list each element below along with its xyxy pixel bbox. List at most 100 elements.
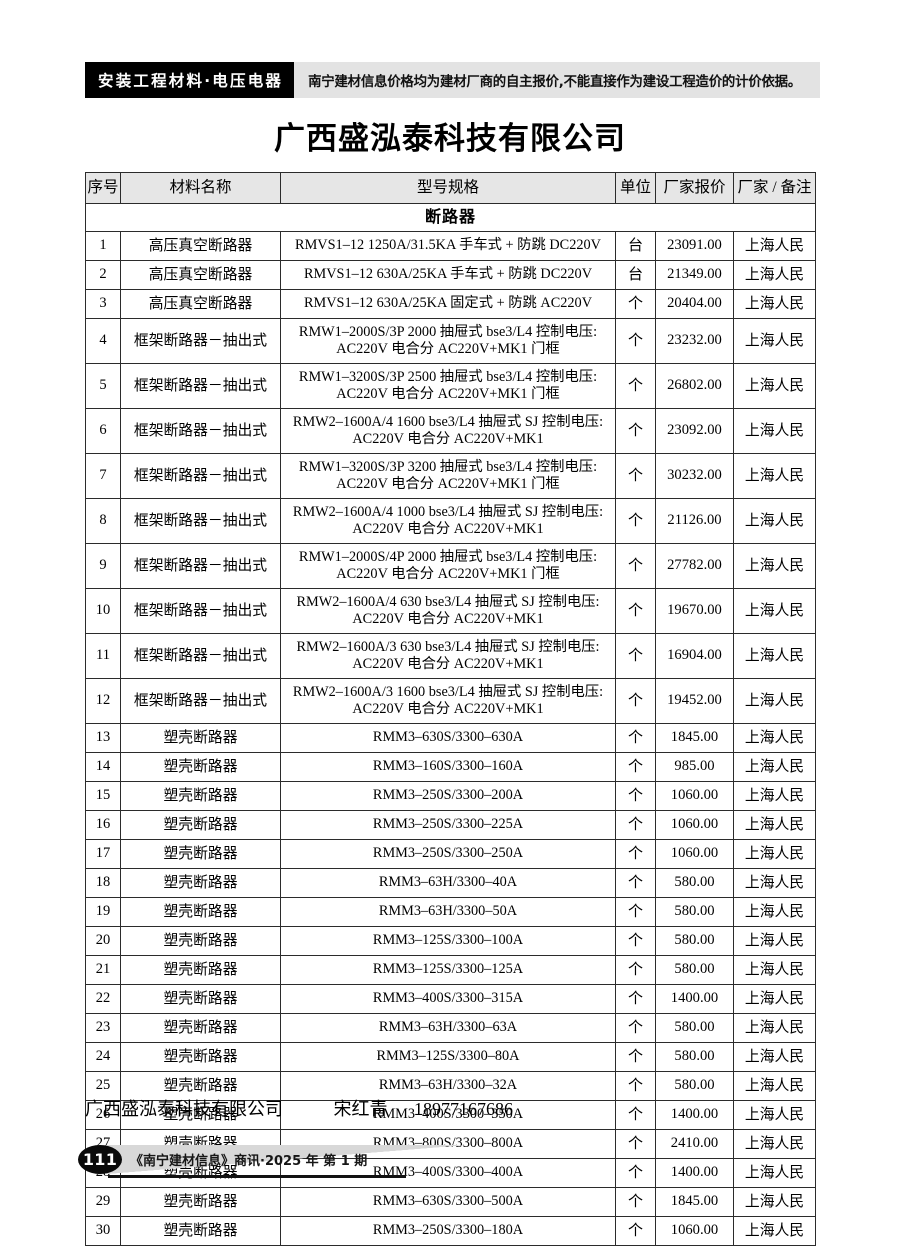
cell-price: 2410.00 <box>655 1129 734 1159</box>
group-label: 断路器 <box>85 203 816 232</box>
table-row: 26 塑壳断路器 RMM3–400S/3300–350A 个 1400.00 上海人民 <box>85 1100 816 1130</box>
cell-spec-line2: AC220V 电合分 AC220V+MK1 <box>352 701 544 717</box>
cell-material: 塑壳断路器 <box>120 868 281 898</box>
table-row: 25 塑壳断路器 RMM3–63H/3300–32A 个 580.00 上海人民 <box>85 1071 816 1101</box>
table-row: 13 塑壳断路器 RMM3–630S/3300–630A 个 1845.00 上海人民 <box>85 723 816 753</box>
cell-spec: RMW2–1600A/3 1600 bse3/L4 抽屉式 SJ 控制电压: AC… <box>280 678 616 724</box>
cell-spec: RMM3–125S/3300–100A <box>280 926 616 956</box>
cell-spec-line1: RMW1–3200S/3P 2500 抽屉式 bse3/L4 控制电压: <box>298 368 598 385</box>
cell-spec-line1: RMM3–250S/3300–180A <box>372 1222 524 1239</box>
cell-maker: 上海人民 <box>733 453 816 499</box>
cell-maker: 上海人民 <box>733 498 816 544</box>
cell-price: 580.00 <box>655 1071 734 1101</box>
cell-spec-line1: RMM3–125S/3300–100A <box>372 932 524 949</box>
cell-spec: RMW1–3200S/3P 3200 抽屉式 bse3/L4 控制电压: AC22… <box>280 453 616 499</box>
cell-maker: 上海人民 <box>733 1129 816 1159</box>
cell-index: 5 <box>85 363 121 409</box>
cell-index: 1 <box>85 231 121 261</box>
cell-unit: 个 <box>615 1013 656 1043</box>
cell-index: 25 <box>85 1071 121 1101</box>
cell-spec: RMM3–250S/3300–250A <box>280 839 616 869</box>
cell-maker: 上海人民 <box>733 678 816 724</box>
cell-material: 框架断路器－抽出式 <box>120 498 281 544</box>
cell-price: 1400.00 <box>655 1100 734 1130</box>
column-header-maker: 厂家 / 备注 <box>733 172 816 204</box>
cell-maker: 上海人民 <box>733 897 816 927</box>
cell-index: 14 <box>85 752 121 782</box>
cell-spec: RMM3–63H/3300–63A <box>280 1013 616 1043</box>
cell-unit: 个 <box>615 363 656 409</box>
cell-unit: 个 <box>615 289 656 319</box>
cell-spec-line2: AC220V 电合分 AC220V+MK1 门框 <box>336 386 560 402</box>
cell-material: 塑壳断路器 <box>120 1013 281 1043</box>
table-header-row: 序号 材料名称 型号规格 单位 厂家报价 厂家 / 备注 <box>85 172 816 204</box>
cell-spec-line1: RMM3–250S/3300–250A <box>372 845 524 862</box>
cell-material: 框架断路器－抽出式 <box>120 678 281 724</box>
cell-price: 580.00 <box>655 926 734 956</box>
cell-price: 1060.00 <box>655 781 734 811</box>
cell-index: 16 <box>85 810 121 840</box>
cell-unit: 个 <box>615 1216 656 1246</box>
cell-index: 23 <box>85 1013 121 1043</box>
cell-unit: 个 <box>615 633 656 679</box>
cell-spec-line2: AC220V 电合分 AC220V+MK1 门框 <box>336 476 560 492</box>
cell-index: 30 <box>85 1216 121 1246</box>
cell-spec: RMM3–250S/3300–200A <box>280 781 616 811</box>
table-row: 8 框架断路器－抽出式 RMW2–1600A/4 1000 bse3/L4 抽屉式 … <box>85 498 816 544</box>
cell-unit: 个 <box>615 839 656 869</box>
cell-price: 580.00 <box>655 868 734 898</box>
cell-spec: RMM3–400S/3300–315A <box>280 984 616 1014</box>
cell-spec-line1: RMM3–63H/3300–50A <box>378 903 518 920</box>
table-row: 14 塑壳断路器 RMM3–160S/3300–160A 个 985.00 上海人民 <box>85 752 816 782</box>
footer-rule <box>108 1175 406 1178</box>
page-title: 广西盛泓泰科技有限公司 <box>274 121 626 157</box>
cell-maker: 上海人民 <box>733 363 816 409</box>
cell-spec: RMVS1–12 1250A/31.5KA 手车式 + 防跳 DC220V <box>280 231 616 261</box>
cell-material: 框架断路器－抽出式 <box>120 408 281 454</box>
table-group-header-row: 断路器 <box>85 203 816 232</box>
contact-phone: 18977167686 <box>414 1099 513 1119</box>
cell-maker: 上海人民 <box>733 408 816 454</box>
cell-index: 2 <box>85 260 121 290</box>
table-row: 5 框架断路器－抽出式 RMW1–3200S/3P 2500 抽屉式 bse3/L4… <box>85 363 816 409</box>
cell-spec-line1: RMM3–63H/3300–32A <box>378 1077 518 1094</box>
cell-index: 11 <box>85 633 121 679</box>
cell-unit: 个 <box>615 408 656 454</box>
publication-label: 《南宁建材信息》商讯·2025 年 第 1 期 <box>130 1154 368 1169</box>
cell-material: 塑壳断路器 <box>120 1071 281 1101</box>
cell-material: 框架断路器－抽出式 <box>120 453 281 499</box>
cell-price: 985.00 <box>655 752 734 782</box>
table-row: 16 塑壳断路器 RMM3–250S/3300–225A 个 1060.00 上海人民 <box>85 810 816 840</box>
cell-price: 580.00 <box>655 955 734 985</box>
table-row: 18 塑壳断路器 RMM3–63H/3300–40A 个 580.00 上海人民 <box>85 868 816 898</box>
table-row: 21 塑壳断路器 RMM3–125S/3300–125A 个 580.00 上海人民 <box>85 955 816 985</box>
cell-price: 30232.00 <box>655 453 734 499</box>
cell-spec-line1: RMM3–250S/3300–225A <box>372 816 524 833</box>
cell-unit: 个 <box>615 678 656 724</box>
cell-material: 框架断路器－抽出式 <box>120 318 281 364</box>
footer-wedge-decoration <box>106 1145 466 1174</box>
cell-spec-line2: AC220V 电合分 AC220V+MK1 <box>352 656 544 672</box>
cell-maker: 上海人民 <box>733 260 816 290</box>
cell-spec-line2: AC220V 电合分 AC220V+MK1 门框 <box>336 341 560 357</box>
cell-spec: RMW1–2000S/3P 2000 抽屉式 bse3/L4 控制电压: AC22… <box>280 318 616 364</box>
cell-spec-line1: RMW1–2000S/3P 2000 抽屉式 bse3/L4 控制电压: <box>298 323 598 340</box>
cell-maker: 上海人民 <box>733 1042 816 1072</box>
cell-spec-line1: RMM3–630S/3300–630A <box>372 729 524 746</box>
cell-unit: 个 <box>615 1187 656 1217</box>
cell-spec: RMM3–63H/3300–50A <box>280 897 616 927</box>
cell-maker: 上海人民 <box>733 868 816 898</box>
cell-unit: 个 <box>615 752 656 782</box>
cell-spec-line1: RMM3–63H/3300–40A <box>378 874 518 891</box>
cell-spec-line1: RMVS1–12 630A/25KA 手车式 + 防跳 DC220V <box>303 266 593 283</box>
cell-spec-line1: RMW2–1600A/3 630 bse3/L4 抽屉式 SJ 控制电压: <box>296 638 600 655</box>
column-header-price: 厂家报价 <box>655 172 734 204</box>
cell-spec: RMM3–400S/3300–350A <box>280 1100 616 1130</box>
cell-maker: 上海人民 <box>733 1187 816 1217</box>
table-row: 17 塑壳断路器 RMM3–250S/3300–250A 个 1060.00 上海人民 <box>85 839 816 869</box>
cell-spec-line1: RMM3–630S/3300–500A <box>372 1193 524 1210</box>
cell-maker: 上海人民 <box>733 926 816 956</box>
cell-price: 1060.00 <box>655 839 734 869</box>
cell-price: 1400.00 <box>655 984 734 1014</box>
